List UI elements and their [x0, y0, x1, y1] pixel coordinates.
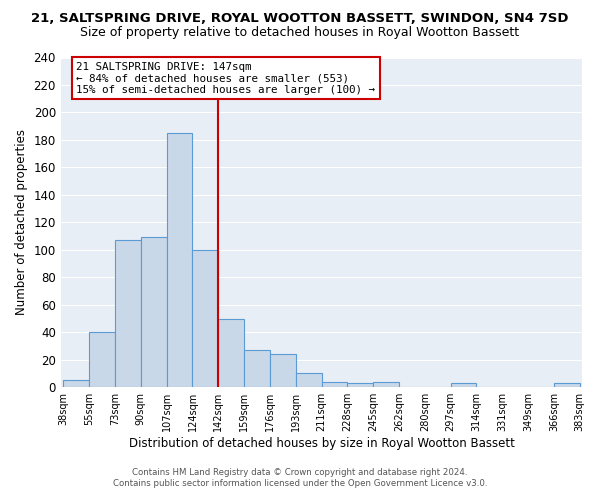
Bar: [296, 374, 322, 387]
Bar: [244, 350, 270, 387]
Bar: [554, 383, 580, 387]
Bar: [193, 250, 218, 387]
Bar: [64, 380, 89, 387]
Bar: [115, 240, 141, 387]
Bar: [218, 318, 244, 387]
Bar: [373, 382, 399, 387]
Text: 21 SALTSPRING DRIVE: 147sqm
← 84% of detached houses are smaller (553)
15% of se: 21 SALTSPRING DRIVE: 147sqm ← 84% of det…: [76, 62, 375, 95]
Bar: [322, 382, 347, 387]
Bar: [451, 383, 476, 387]
Bar: [347, 383, 373, 387]
Bar: [270, 354, 296, 387]
Bar: [167, 133, 193, 387]
X-axis label: Distribution of detached houses by size in Royal Wootton Bassett: Distribution of detached houses by size …: [128, 437, 514, 450]
Bar: [141, 238, 167, 387]
Text: Contains HM Land Registry data © Crown copyright and database right 2024.
Contai: Contains HM Land Registry data © Crown c…: [113, 468, 487, 487]
Y-axis label: Number of detached properties: Number of detached properties: [15, 130, 28, 316]
Bar: [89, 332, 115, 387]
Text: 21, SALTSPRING DRIVE, ROYAL WOOTTON BASSETT, SWINDON, SN4 7SD: 21, SALTSPRING DRIVE, ROYAL WOOTTON BASS…: [31, 12, 569, 26]
Text: Size of property relative to detached houses in Royal Wootton Bassett: Size of property relative to detached ho…: [80, 26, 520, 39]
